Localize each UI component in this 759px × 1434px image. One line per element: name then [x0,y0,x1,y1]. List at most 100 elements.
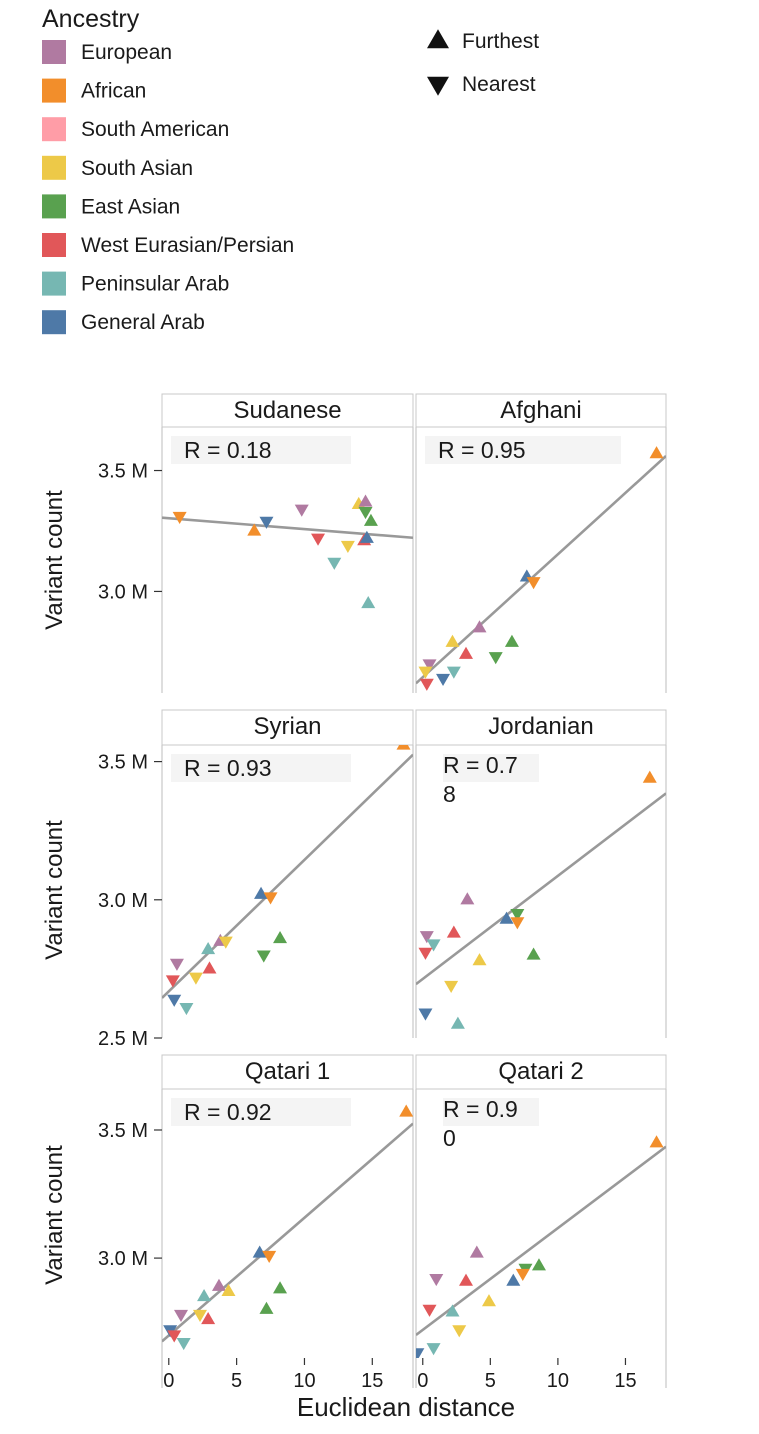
panel-qatari-1: Qatari 1 R = 0.92 3.0 M 3.5 M 0 5 10 15 [98,1054,414,1392]
data-point-we-furthest [201,1312,216,1325]
data-point-eu-nearest [294,504,309,517]
data-point-we-nearest [167,1330,182,1343]
correlation-label: R = 0.93 [171,754,351,782]
correlation-value: R = 0.93 [184,755,272,781]
data-point-pa-nearest [426,1343,441,1356]
legend-label-we: West Eurasian/Persian [81,234,294,257]
correlation-value: R = 0.95 [438,437,526,463]
panel-plot-area [162,1104,413,1351]
data-point-ga-nearest [416,1348,425,1358]
y-tick-label: 3.5 M [98,1120,148,1142]
data-point-pa-furthest [445,1304,460,1317]
panel-sudanese: Sudanese R = 0.18 3.0 M 3.5 M [98,393,414,693]
data-point-ga-nearest [436,673,451,687]
data-point-ea-furthest [363,513,378,526]
data-point-sas-furthest [481,1294,496,1307]
data-point-pa-nearest [176,1338,191,1351]
panel-plot-area [416,446,666,691]
legend-ancestry-list: European African South American South Asian… [42,40,294,335]
data-point-ea-nearest [488,652,503,665]
data-point-eu-furthest [358,494,373,507]
data-point-ga-nearest [259,516,274,529]
data-point-we-nearest [311,533,326,546]
legend-label-ga: General Arab [81,311,205,334]
data-point-ga-furthest [506,1273,521,1286]
y-axis-label-row-1: Variant count [41,490,68,630]
panel-plot-area [416,770,666,1029]
data-point-pa-nearest [446,666,461,679]
data-point-sas-nearest [418,666,433,679]
data-point-pa-nearest [426,939,441,952]
regression-line [416,1145,666,1336]
correlation-label-bg [425,436,621,464]
data-point-ea-furthest [273,1281,288,1294]
legend: Ancestry European African South American So… [42,5,539,335]
panel-afghani: Afghani R = 0.95 [415,393,667,693]
legend-swatch-af [42,78,66,103]
data-point-af-furthest [399,1104,413,1117]
data-point-we-nearest [419,678,434,691]
panel-syrian: Syrian R = 0.93 2.5 M 3.0 M 3.5 M [98,709,414,1050]
legend-marker-label-up: Furthest [462,30,539,53]
legend-marker-list: Furthest Nearest [427,29,539,96]
data-point-ea-nearest [510,909,525,922]
data-point-ga-furthest [252,1245,267,1258]
panel-qatari-2: Qatari 2 R = 0.9 0 0 5 10 15 [415,1054,667,1392]
y-tick-label: 3.0 M [98,581,148,603]
panel-title: Jordanian [488,713,593,740]
correlation-label: R = 0.95 [425,436,621,464]
data-point-pa-nearest [327,557,342,570]
panel-strip [161,709,414,746]
x-axis-label: Euclidean distance [297,1392,515,1422]
correlation-label-bg [171,1098,351,1126]
data-point-ga-nearest [167,994,182,1007]
data-point-eu-furthest [472,620,487,633]
data-point-eu-nearest [169,958,184,971]
legend-label-sa: South American [81,118,229,141]
correlation-label: R = 0.18 [171,436,351,464]
panel-plot-area [162,494,413,609]
regression-line [162,516,413,540]
data-point-sas-furthest [221,1283,236,1296]
panel-jordanian: Jordanian R = 0.7 8 [415,709,667,1038]
x-tick-label: 15 [614,1370,636,1392]
data-point-ea-furthest [531,1258,546,1271]
data-point-sas-nearest [192,1309,207,1322]
data-point-ea-furthest [273,930,288,944]
data-point-af-furthest [649,1135,664,1148]
data-point-pa-furthest [201,942,216,955]
data-point-ea-nearest [358,507,373,520]
data-point-sas-furthest [445,634,460,647]
x-tick-label: 10 [547,1370,569,1392]
correlation-label: R = 0.7 8 [443,752,539,807]
legend-swatch-we [42,233,66,257]
legend-label-eu: European [81,41,172,64]
correlation-value-wrap: 8 [443,781,456,807]
data-point-af-furthest [247,523,262,536]
data-point-ea-nearest [256,950,271,963]
data-point-eu-nearest [173,1309,188,1322]
data-point-pa-furthest [450,1016,465,1029]
correlation-value: R = 0.92 [184,1099,272,1125]
data-point-ga-furthest [499,911,514,924]
legend-swatch-pa [42,271,66,296]
data-point-sas-nearest [444,980,459,993]
data-point-sas-nearest [452,1325,467,1338]
legend-swatch-sas [42,155,66,180]
correlation-label-bg [171,754,351,782]
data-point-eu-nearest [429,1273,444,1287]
data-point-we-furthest [446,925,461,938]
regression-line [416,455,666,685]
x-tick-label: 0 [163,1370,174,1392]
regression-line [162,753,413,999]
data-point-we-nearest [165,975,180,988]
data-point-ga-furthest [359,530,374,543]
legend-label-ea: East Asian [81,195,180,218]
panel-strip [415,709,667,746]
data-point-af-furthest [396,745,411,750]
y-tick-label: 3.5 M [98,461,148,483]
y-axis-label-row-2: Variant count [41,820,68,960]
legend-marker-up [427,29,449,49]
y-tick-label: 2.5 M [98,1028,148,1050]
